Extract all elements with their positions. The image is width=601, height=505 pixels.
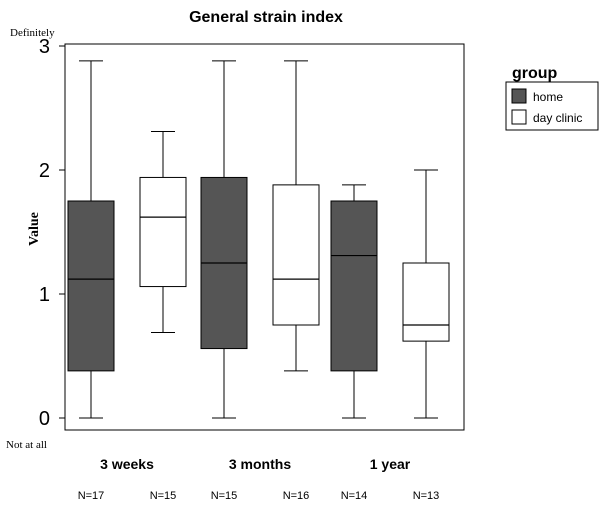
y-top-label: Definitely xyxy=(10,27,55,39)
sample-size-labels: N=17 N=15 N=14 N=15 N=16 N=13 xyxy=(78,490,440,502)
box-iqr xyxy=(402,262,450,342)
n-label-day-clinic-0: N=15 xyxy=(150,490,177,502)
y-tick-label-2: 2 xyxy=(39,160,50,182)
legend-label-home: home xyxy=(533,90,563,104)
n-label-home-1: N=15 xyxy=(211,490,238,502)
box-iqr xyxy=(67,200,115,372)
box-iqr xyxy=(139,176,187,288)
x-label-2: 1 year xyxy=(370,456,411,472)
box-home-0 xyxy=(67,60,115,419)
box-day-clinic-0 xyxy=(139,131,187,333)
box-day-clinic-2 xyxy=(402,169,450,419)
plot-area xyxy=(64,43,465,431)
x-axis-labels: 3 weeks 3 months 1 year xyxy=(100,456,411,472)
box-home-1 xyxy=(200,60,248,419)
box-series xyxy=(67,60,450,419)
box-iqr xyxy=(330,200,378,372)
x-label-0: 3 weeks xyxy=(100,456,154,472)
n-label-home-2: N=14 xyxy=(341,490,368,502)
y-axis-ticks: 0 1 2 3 xyxy=(39,36,65,430)
legend-label-day-clinic: day clinic xyxy=(533,111,582,125)
box-home-2 xyxy=(330,184,378,419)
y-tick-label-3: 3 xyxy=(39,36,50,58)
y-bottom-label: Not at all xyxy=(6,439,47,451)
x-label-1: 3 months xyxy=(229,456,291,472)
y-tick-label-0: 0 xyxy=(39,408,50,430)
n-label-day-clinic-1: N=16 xyxy=(283,490,310,502)
legend-swatch-day-clinic xyxy=(511,109,527,125)
n-label-home-0: N=17 xyxy=(78,490,105,502)
legend-swatch-home xyxy=(511,88,527,104)
chart-title: General strain index xyxy=(189,9,343,26)
box-iqr xyxy=(272,184,320,326)
y-axis-label: Value xyxy=(27,212,42,246)
n-label-day-clinic-2: N=13 xyxy=(413,490,440,502)
legend-title: group xyxy=(512,65,558,82)
box-day-clinic-1 xyxy=(272,60,320,372)
y-tick-label-1: 1 xyxy=(39,284,50,306)
legend: group home day clinic xyxy=(505,65,599,131)
